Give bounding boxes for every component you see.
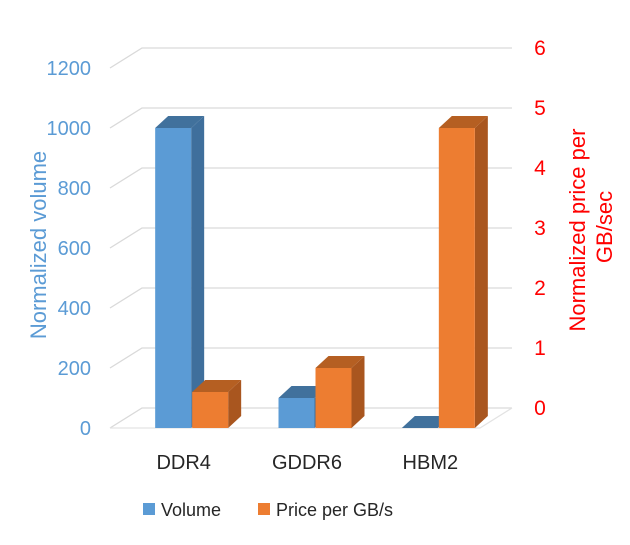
right-tick-label: 2 xyxy=(534,277,546,300)
left-axis-title: Normalized volume xyxy=(26,151,51,339)
legend-label-volume: Volume xyxy=(161,500,221,520)
right-axis-title: Normalized price per GB/sec xyxy=(565,122,617,331)
floor-edge xyxy=(110,407,513,429)
gridline xyxy=(109,287,512,309)
bar-top xyxy=(315,356,365,368)
gridlines xyxy=(109,47,512,429)
bar-top xyxy=(438,116,488,128)
gridline xyxy=(109,347,512,369)
bar-front xyxy=(278,398,315,428)
bar-front xyxy=(315,368,352,428)
gridline xyxy=(109,227,512,249)
category-label: DDR4 xyxy=(156,452,210,474)
bars xyxy=(155,116,488,428)
left-tick-label: 600 xyxy=(58,238,91,260)
bar xyxy=(192,380,242,428)
legend: Volume Price per GB/s xyxy=(143,500,393,520)
left-tick-label: 200 xyxy=(58,358,91,380)
bar-front xyxy=(192,392,229,428)
bar xyxy=(155,116,205,428)
right-tick-label: 3 xyxy=(534,217,546,240)
bar-side xyxy=(351,356,365,428)
gridline xyxy=(109,407,512,429)
right-axis-title-line1: Normalized price per xyxy=(565,129,590,332)
right-tick-label: 1 xyxy=(534,337,546,360)
bar xyxy=(438,116,488,428)
left-tick-label: 400 xyxy=(58,298,91,320)
bar-front xyxy=(438,128,475,428)
bar xyxy=(315,356,365,428)
right-tick-label: 0 xyxy=(534,397,546,420)
legend-label-price: Price per GB/s xyxy=(276,500,393,520)
legend-swatch-volume xyxy=(143,503,155,515)
right-tick-label: 5 xyxy=(534,97,546,120)
bar-side xyxy=(228,380,242,428)
right-tick-label: 6 xyxy=(534,37,546,60)
bar-front xyxy=(155,128,192,428)
left-tick-label: 800 xyxy=(58,178,91,200)
left-tick-label: 1200 xyxy=(47,58,92,80)
bar-top xyxy=(401,416,451,428)
left-tick-label: 1000 xyxy=(47,118,92,140)
category-label: HBM2 xyxy=(403,452,459,474)
left-tick-label: 0 xyxy=(80,418,91,440)
right-axis-title-line2: GB/sec xyxy=(592,191,617,263)
chart-floor xyxy=(110,407,513,429)
gridline xyxy=(109,47,512,69)
bar xyxy=(401,416,451,428)
bar-side xyxy=(474,116,488,428)
bar-side xyxy=(191,116,205,428)
gridline xyxy=(109,107,512,129)
bar-top xyxy=(155,116,205,128)
right-tick-label: 4 xyxy=(534,157,546,180)
legend-swatch-price xyxy=(258,503,270,515)
gridline xyxy=(109,167,512,189)
bar-top xyxy=(278,386,328,398)
left-axis-ticks: 0 200 400 600 800 1000 1200 xyxy=(47,58,92,440)
bar-top xyxy=(192,380,242,392)
category-label: GDDR6 xyxy=(272,452,342,474)
category-labels: DDR4 GDDR6 HBM2 xyxy=(156,452,458,474)
right-axis-ticks: 0 1 2 3 4 5 6 xyxy=(534,37,546,420)
